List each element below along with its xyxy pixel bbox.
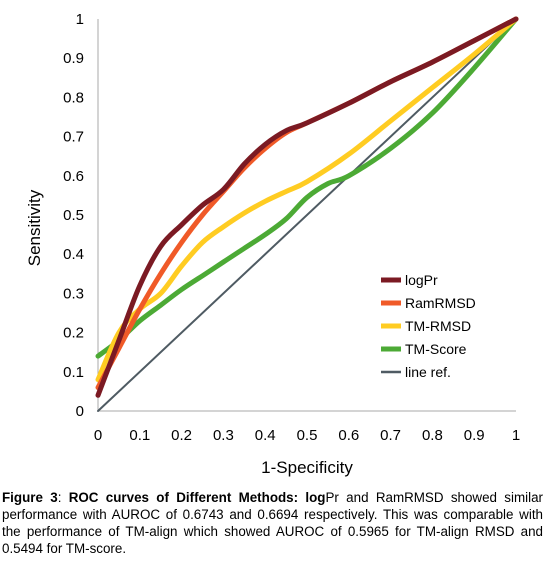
x-tick-label: 0.9	[464, 427, 485, 444]
axes	[97, 19, 516, 412]
x-tick-label: 0.8	[422, 427, 443, 444]
y-tick-label: 0.3	[63, 285, 84, 302]
x-tick-label: 0.1	[129, 427, 150, 444]
figure-caption: Figure 3: ROC curves of Different Method…	[2, 489, 543, 557]
x-tick-label: 0.2	[171, 427, 192, 444]
legend-label-tm-score: TM-Score	[405, 341, 467, 357]
series-line-logpr	[95, 16, 519, 398]
y-tick-label: 0.6	[63, 168, 84, 185]
x-tick-label: 0.3	[213, 427, 234, 444]
legend-label-ramrmsd: RamRMSD	[405, 295, 476, 311]
series-line-tm-score	[95, 16, 519, 359]
caption-label: Figure 3	[2, 490, 58, 505]
y-axis-title: Sensitivity	[25, 189, 44, 266]
series-line-line-ref	[97, 18, 517, 412]
legend-label-line-ref: line ref.	[405, 364, 451, 380]
y-tick-label: 0.9	[63, 50, 84, 67]
y-tick-label: 1	[76, 11, 84, 28]
x-tick-label: 0	[94, 427, 102, 444]
caption-heading: ROC curves of Different Methods: log	[68, 490, 326, 505]
y-tick-label: 0.7	[63, 129, 84, 146]
tick-labels: 0 0.1 0.2 0.3 0.4 0.5 0.6 0.7 0.8 0.9 1 0 0.1 0.2 0.3 0…	[63, 11, 520, 444]
x-axis-title: 1-Specificity	[261, 458, 353, 477]
caption-separator: :	[57, 490, 69, 505]
legend-label-logpr: logPr	[405, 272, 438, 288]
y-tick-label: 0.5	[63, 207, 84, 224]
roc-chart: 0 0.1 0.2 0.3 0.4 0.5 0.6 0.7 0.8 0.9 1 0 0.1 0.2 0.3 0…	[25, 11, 520, 477]
series-line-tm-rmsd	[95, 16, 519, 383]
y-tick-label: 0.2	[63, 325, 84, 342]
y-tick-label: 0.4	[63, 246, 84, 263]
legend-label-tm-rmsd: TM-RMSD	[405, 318, 471, 334]
legend: logPr RamRMSD TM-RMSD TM-Score line ref.	[381, 272, 476, 380]
y-tick-label: 0.8	[63, 89, 84, 106]
series-lines	[95, 16, 519, 412]
x-tick-label: 1	[512, 427, 520, 444]
x-tick-label: 0.6	[338, 427, 359, 444]
x-tick-label: 0.7	[380, 427, 401, 444]
caption-body: Pr and RamRMSD showed similar performanc…	[2, 490, 543, 556]
y-tick-label: 0.1	[63, 364, 84, 381]
x-tick-label: 0.4	[255, 427, 276, 444]
x-tick-label: 0.5	[297, 427, 318, 444]
y-tick-label: 0	[76, 403, 84, 420]
